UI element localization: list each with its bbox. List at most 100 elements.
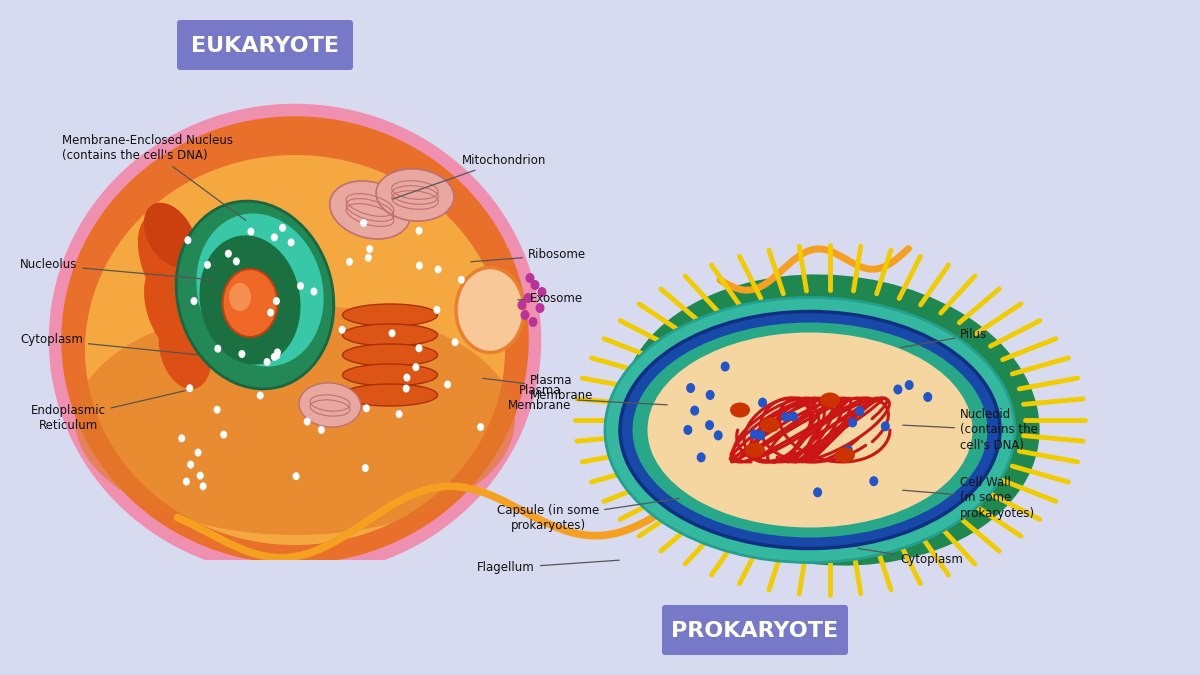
- Ellipse shape: [415, 344, 422, 352]
- Ellipse shape: [342, 304, 438, 326]
- Ellipse shape: [632, 323, 988, 537]
- Ellipse shape: [197, 213, 324, 367]
- Ellipse shape: [318, 426, 325, 434]
- Ellipse shape: [758, 398, 767, 408]
- Ellipse shape: [706, 390, 715, 400]
- Ellipse shape: [683, 425, 692, 435]
- Ellipse shape: [271, 353, 278, 361]
- Ellipse shape: [530, 280, 540, 290]
- Ellipse shape: [272, 297, 280, 305]
- Ellipse shape: [451, 338, 458, 346]
- Ellipse shape: [342, 384, 438, 406]
- Ellipse shape: [458, 276, 464, 284]
- Text: Endoplasmic
Reticulum: Endoplasmic Reticulum: [30, 391, 185, 432]
- Ellipse shape: [342, 344, 438, 366]
- Ellipse shape: [605, 298, 1015, 562]
- Ellipse shape: [342, 324, 438, 346]
- Ellipse shape: [247, 227, 254, 236]
- Ellipse shape: [894, 385, 902, 394]
- Ellipse shape: [714, 431, 722, 440]
- Ellipse shape: [224, 250, 232, 258]
- Ellipse shape: [215, 345, 221, 352]
- Text: Ribosome: Ribosome: [470, 248, 586, 262]
- Ellipse shape: [686, 383, 695, 393]
- Ellipse shape: [456, 267, 524, 352]
- Ellipse shape: [330, 181, 410, 239]
- Ellipse shape: [365, 254, 372, 262]
- Ellipse shape: [730, 402, 750, 418]
- Text: Cytoplasm: Cytoplasm: [20, 333, 197, 355]
- Ellipse shape: [304, 418, 311, 425]
- Text: Plasma
Membrane: Plasma Membrane: [509, 384, 667, 412]
- FancyBboxPatch shape: [662, 605, 848, 655]
- Ellipse shape: [706, 420, 714, 430]
- Ellipse shape: [756, 430, 766, 440]
- Ellipse shape: [197, 472, 204, 480]
- Ellipse shape: [182, 478, 190, 485]
- Text: Nucleoid
(contains the
cell's DNA): Nucleoid (contains the cell's DNA): [902, 408, 1038, 452]
- Ellipse shape: [413, 363, 419, 371]
- Ellipse shape: [444, 381, 451, 389]
- Ellipse shape: [848, 417, 857, 427]
- Ellipse shape: [144, 202, 196, 267]
- Ellipse shape: [721, 362, 730, 371]
- Ellipse shape: [781, 412, 790, 422]
- Ellipse shape: [416, 262, 422, 269]
- Ellipse shape: [199, 483, 206, 490]
- Text: PROKARYOTE: PROKARYOTE: [672, 621, 839, 641]
- Text: Nucleolus: Nucleolus: [20, 259, 212, 279]
- Ellipse shape: [523, 293, 533, 303]
- Ellipse shape: [293, 472, 300, 480]
- Ellipse shape: [187, 460, 194, 468]
- Text: Exosome: Exosome: [517, 292, 583, 304]
- Ellipse shape: [229, 283, 251, 311]
- Ellipse shape: [517, 300, 527, 310]
- Bar: [0, 560, 600, 675]
- Ellipse shape: [222, 269, 277, 337]
- Ellipse shape: [214, 406, 221, 414]
- Ellipse shape: [274, 352, 280, 360]
- Ellipse shape: [233, 257, 240, 265]
- Ellipse shape: [257, 392, 264, 400]
- Text: EUKARYOTE: EUKARYOTE: [191, 36, 340, 56]
- Text: Pilus: Pilus: [901, 329, 988, 348]
- Ellipse shape: [311, 288, 318, 296]
- Ellipse shape: [856, 406, 864, 416]
- Ellipse shape: [648, 333, 972, 527]
- Ellipse shape: [881, 421, 890, 431]
- Ellipse shape: [199, 236, 300, 364]
- Ellipse shape: [220, 431, 227, 439]
- Ellipse shape: [835, 448, 854, 462]
- Ellipse shape: [788, 412, 798, 421]
- Text: Capsule (in some
prokaryotes): Capsule (in some prokaryotes): [497, 498, 679, 532]
- Bar: [0, 570, 610, 675]
- Ellipse shape: [185, 236, 191, 244]
- Ellipse shape: [396, 410, 403, 418]
- Ellipse shape: [338, 326, 346, 333]
- Text: Cell Wall
(in some
prokaryotes): Cell Wall (in some prokaryotes): [902, 477, 1036, 520]
- Text: Plasma
Membrane: Plasma Membrane: [482, 374, 593, 402]
- Ellipse shape: [620, 275, 1039, 566]
- Ellipse shape: [697, 452, 706, 462]
- Ellipse shape: [299, 383, 361, 427]
- Ellipse shape: [535, 303, 545, 313]
- Ellipse shape: [620, 311, 1000, 549]
- Ellipse shape: [280, 224, 286, 232]
- Text: Cytoplasm: Cytoplasm: [858, 548, 962, 566]
- Ellipse shape: [478, 423, 484, 431]
- Ellipse shape: [74, 305, 515, 535]
- Ellipse shape: [186, 384, 193, 392]
- Ellipse shape: [194, 448, 202, 456]
- Ellipse shape: [85, 155, 505, 545]
- Text: Flagellum: Flagellum: [478, 560, 619, 574]
- Ellipse shape: [360, 219, 367, 227]
- Ellipse shape: [415, 227, 422, 235]
- Ellipse shape: [844, 445, 853, 455]
- Ellipse shape: [239, 350, 245, 358]
- Ellipse shape: [389, 329, 396, 338]
- Ellipse shape: [362, 404, 370, 412]
- Text: Membrane-Enclosed Nucleus
(contains the cell's DNA): Membrane-Enclosed Nucleus (contains the …: [62, 134, 246, 220]
- Ellipse shape: [923, 392, 932, 402]
- Ellipse shape: [403, 374, 410, 381]
- Ellipse shape: [366, 245, 373, 253]
